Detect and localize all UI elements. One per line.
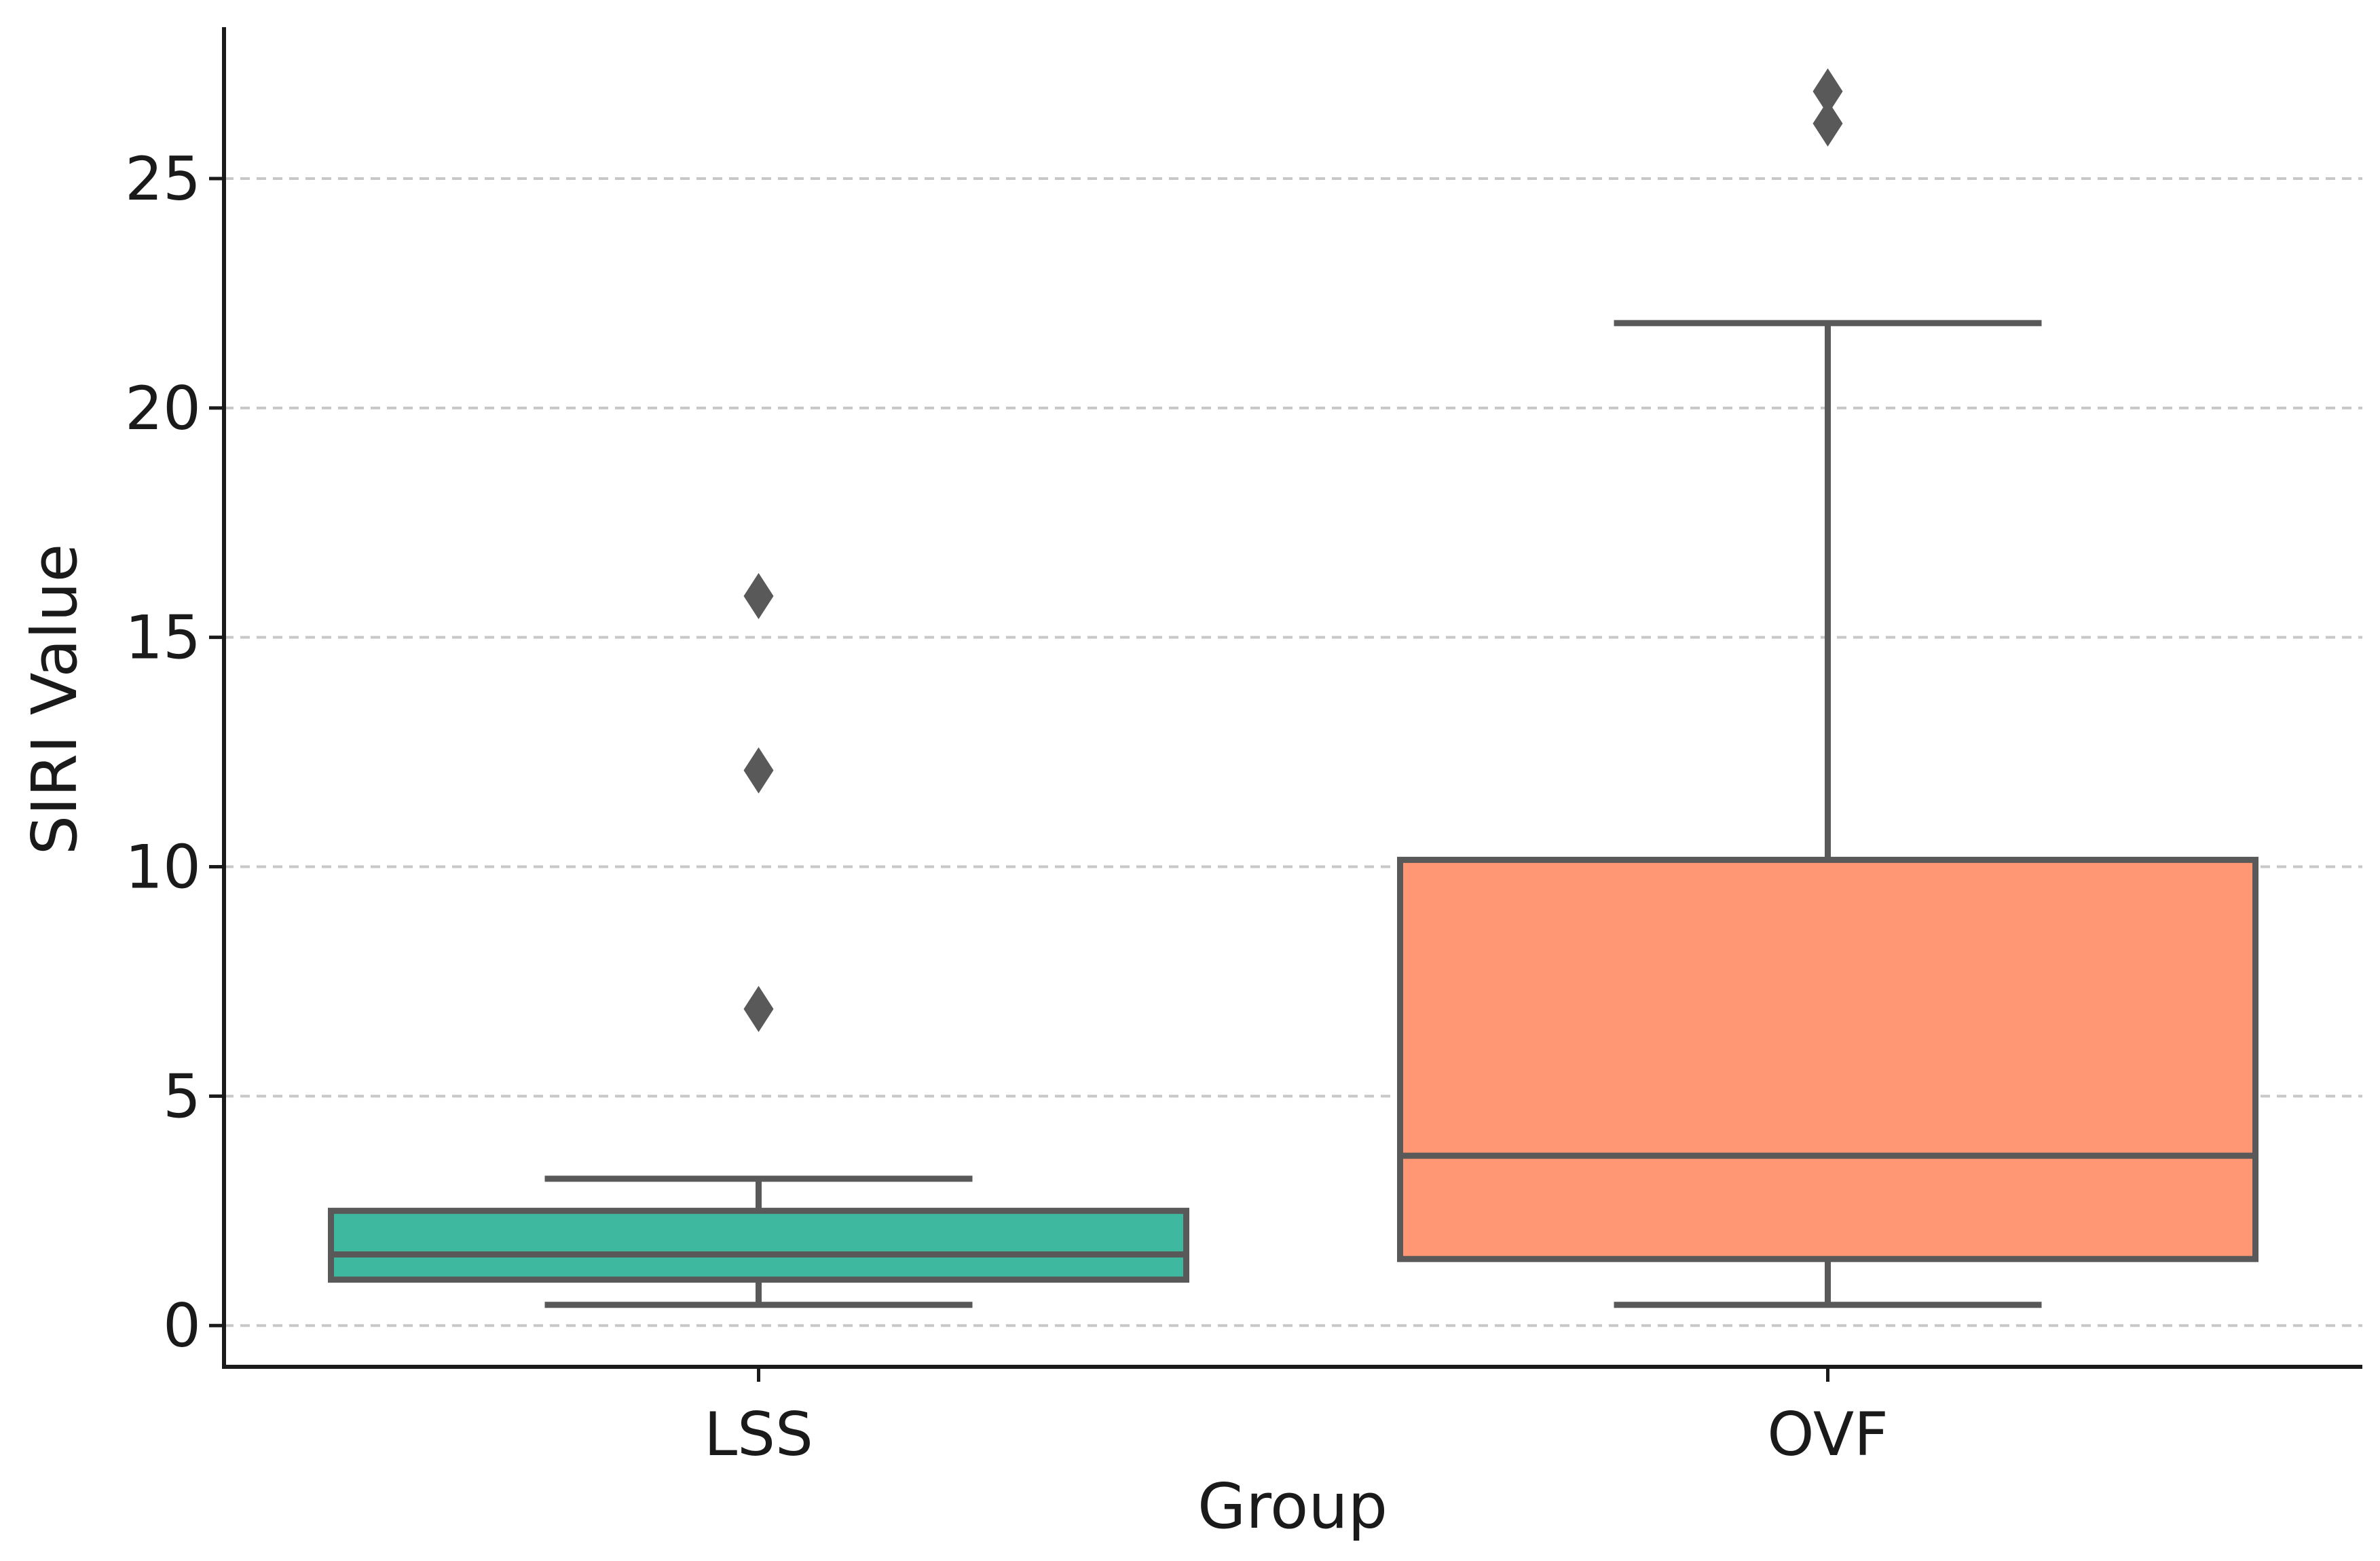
outlier-marker bbox=[743, 747, 774, 794]
y-axis-title: SIRI Value bbox=[18, 544, 91, 855]
x-axis-title: Group bbox=[1197, 1470, 1388, 1543]
y-tick-label: 15 bbox=[125, 603, 201, 673]
x-ticks: LSS OVF bbox=[704, 1367, 1889, 1469]
box-lss bbox=[328, 572, 1189, 1308]
y-tick-label: 25 bbox=[125, 144, 201, 214]
y-tick-label: 0 bbox=[163, 1291, 201, 1361]
x-tick-label: LSS bbox=[704, 1399, 813, 1469]
x-tick-label: OVF bbox=[1767, 1399, 1889, 1469]
outlier-marker bbox=[1812, 100, 1843, 147]
box-ovf bbox=[1397, 68, 2258, 1308]
y-ticks: 0 5 10 15 20 25 bbox=[125, 144, 224, 1361]
y-tick-label: 10 bbox=[125, 832, 201, 902]
axes bbox=[222, 27, 2362, 1369]
boxes bbox=[328, 68, 2258, 1308]
outlier-marker bbox=[743, 985, 774, 1032]
y-tick-label: 20 bbox=[125, 373, 201, 443]
iqr-box bbox=[1397, 856, 2258, 1262]
outlier-marker bbox=[743, 572, 774, 619]
iqr-box bbox=[328, 1207, 1189, 1283]
outlier-marker bbox=[1812, 68, 1843, 115]
y-tick-label: 5 bbox=[163, 1061, 201, 1131]
